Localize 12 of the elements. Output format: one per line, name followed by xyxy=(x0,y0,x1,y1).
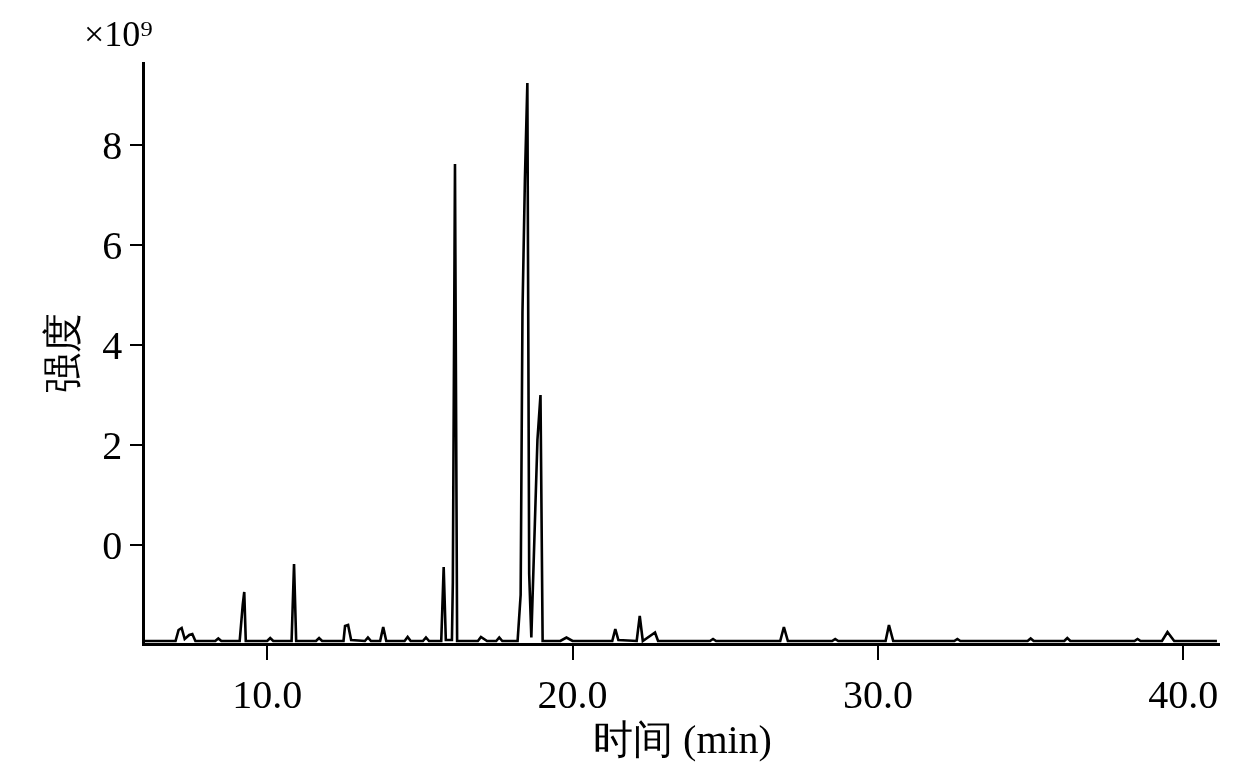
x-tick-label: 40.0 xyxy=(1148,671,1219,717)
y-tick-label: 2 xyxy=(102,423,123,468)
y-tick-label: 0 xyxy=(102,523,123,568)
y-tick-label: 4 xyxy=(102,323,123,368)
y-tick-label: 8 xyxy=(102,123,123,168)
x-tick-label: 20.0 xyxy=(537,671,608,717)
text: ×10⁹ xyxy=(84,14,153,54)
y-tick-label: 6 xyxy=(102,223,123,268)
x-tick-label: 10.0 xyxy=(232,671,303,717)
x-axis-title: 时间 (min) xyxy=(593,716,772,762)
x-tick-label: 30.0 xyxy=(842,671,913,717)
y-axis-title: 强度 xyxy=(39,312,85,393)
